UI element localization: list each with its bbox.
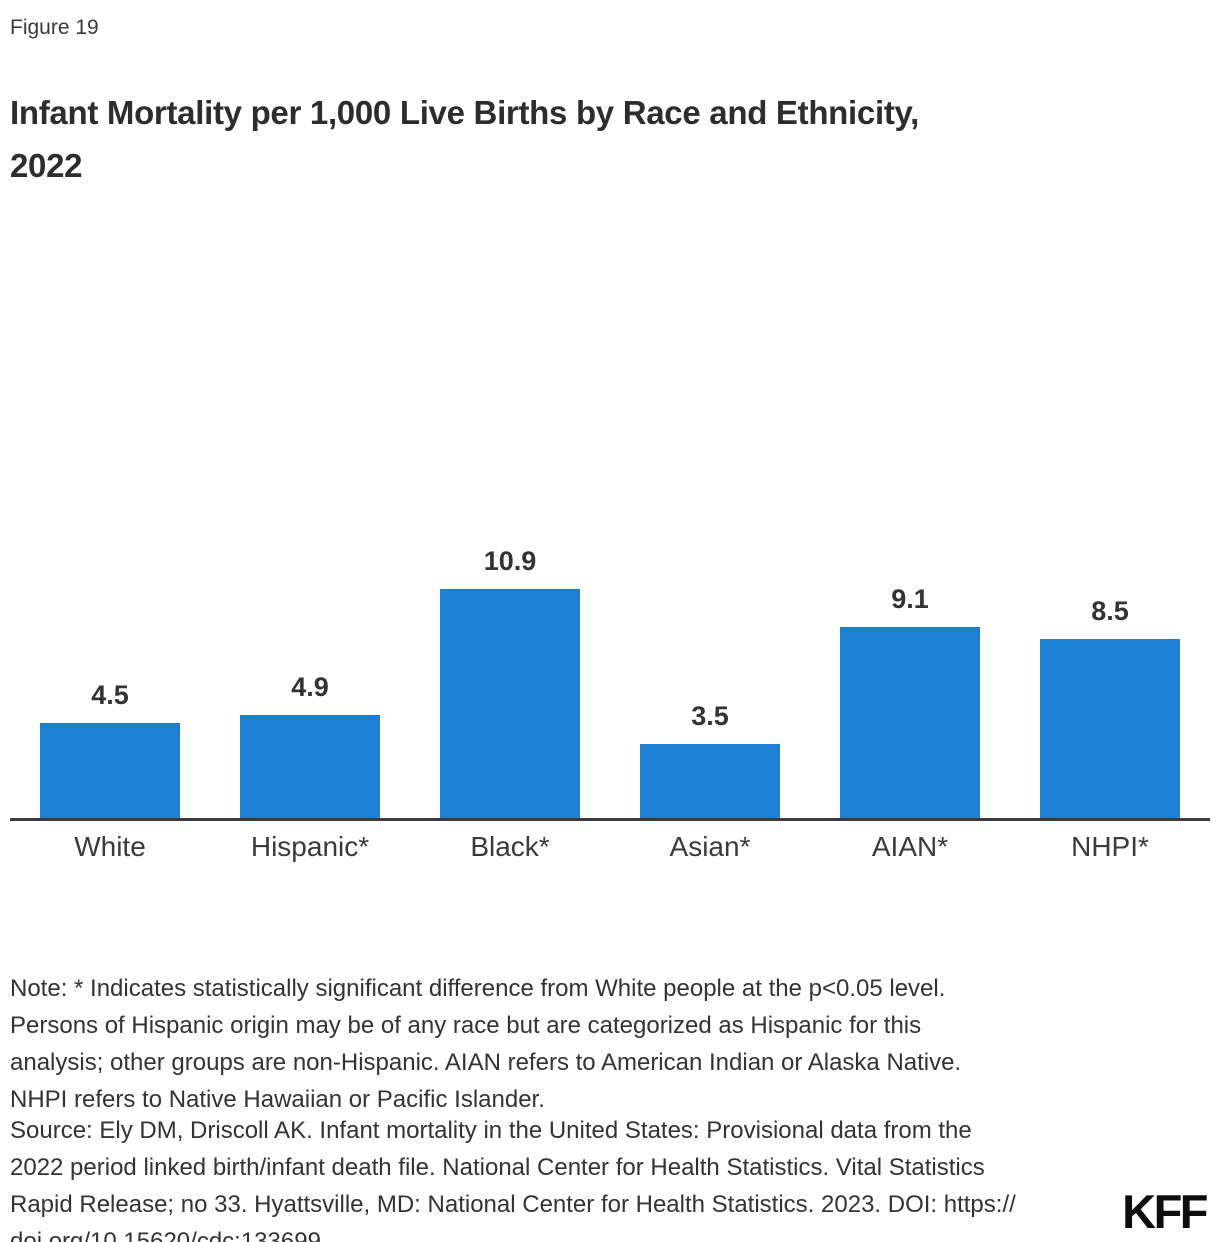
bar-asian[interactable] bbox=[640, 744, 780, 818]
bar-chart: 4.5 4.9 10.9 3.5 9.1 8.5 White Hispanic* Black*… bbox=[10, 530, 1210, 878]
bar-value-label-aian: 9.1 bbox=[891, 584, 929, 614]
bar-value-label-white: 4.5 bbox=[91, 680, 129, 710]
category-label-hispanic: Hispanic* bbox=[250, 831, 370, 862]
figure-number-label: Figure 19 bbox=[10, 16, 99, 39]
bar-black[interactable] bbox=[440, 589, 580, 818]
bar-value-label-black: 10.9 bbox=[483, 546, 537, 576]
bar-hispanic[interactable] bbox=[240, 715, 380, 818]
kff-logo: KFF bbox=[1122, 1185, 1208, 1238]
category-axis: White Hispanic* Black* Asian* AIAN* NHPI* bbox=[10, 821, 1210, 875]
category-label-black: Black* bbox=[470, 831, 550, 862]
category-label-nhpi: NHPI* bbox=[1071, 831, 1149, 862]
source-text: Source: Ely DM, Driscoll AK. Infant mort… bbox=[10, 1117, 1016, 1242]
bar-nhpi[interactable] bbox=[1040, 639, 1180, 818]
chart-title: Infant Mortality per 1,000 Live Births b… bbox=[10, 94, 919, 185]
bar-aian[interactable] bbox=[840, 627, 980, 818]
bar-value-label-hispanic: 4.9 bbox=[291, 672, 329, 702]
note-text: Note: * Indicates statistically signific… bbox=[10, 975, 962, 1113]
category-label-aian: AIAN* bbox=[871, 831, 949, 862]
category-label-white: White bbox=[74, 831, 146, 862]
bar-value-label-asian: 3.5 bbox=[691, 701, 729, 731]
bar-white[interactable] bbox=[40, 723, 180, 818]
category-label-asian: Asian* bbox=[669, 831, 751, 862]
bar-value-label-nhpi: 8.5 bbox=[1091, 596, 1129, 626]
plot-area: 4.5 4.9 10.9 3.5 9.1 8.5 bbox=[10, 530, 1210, 821]
